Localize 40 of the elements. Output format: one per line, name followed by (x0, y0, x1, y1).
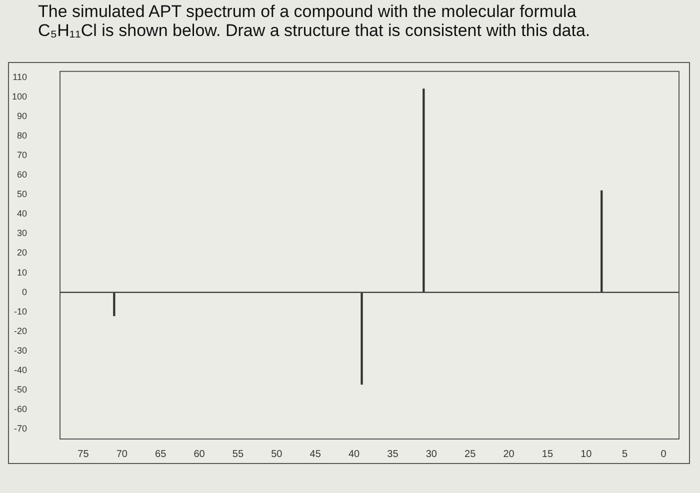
x-tick-label: 70 (116, 448, 128, 460)
x-tick-label: 15 (542, 448, 554, 460)
y-tick-label: -40 (14, 365, 28, 376)
y-tick-label: -70 (14, 424, 28, 434)
x-tick-label: 10 (580, 448, 592, 460)
x-tick-label: 75 (78, 448, 90, 460)
bar (600, 190, 603, 293)
y-tick-label: 60 (17, 170, 28, 180)
x-tick-label: 60 (194, 448, 206, 460)
bar (360, 292, 363, 385)
chart-title: The simulated APT spectrum of a compound with the molecular formula C₅H₁₁Cl is shown below. Draw a structure that is consistent with this data. (38, 2, 592, 40)
y-tick-label: 100 (12, 91, 28, 102)
x-tick-label: 20 (503, 448, 515, 460)
x-tick-label: 0 (660, 448, 667, 460)
y-tick-label: 80 (17, 130, 28, 140)
x-tick-label: 30 (426, 448, 438, 460)
y-tick-label: 90 (17, 110, 28, 121)
y-tick-label: 110 (12, 72, 28, 82)
y-tick-label: 30 (17, 228, 28, 238)
y-tick-label: -20 (14, 326, 28, 336)
bar (113, 292, 116, 316)
x-tick-label: 40 (348, 448, 360, 460)
y-tick-label: 10 (17, 267, 28, 278)
x-tick-label: 5 (622, 448, 628, 460)
x-tick-label: 45 (310, 448, 322, 460)
y-tick-label: -50 (14, 384, 28, 395)
y-tick-label: 70 (17, 150, 28, 160)
y-tick-label: 40 (17, 208, 28, 219)
y-tick-label: 20 (17, 248, 28, 258)
x-tick-label: 55 (232, 448, 244, 460)
y-tick-label: 50 (17, 189, 28, 200)
x-tick-label: 25 (464, 448, 476, 460)
x-tick-label: 65 (155, 448, 167, 460)
x-tick-label: 35 (387, 448, 399, 460)
y-tick-label: 0 (22, 286, 28, 297)
x-tick-label: 50 (271, 448, 283, 460)
y-tick-label: -30 (14, 345, 28, 356)
bar (422, 88, 425, 293)
y-tick-label: -60 (14, 404, 28, 414)
y-tick-label: -10 (14, 306, 28, 316)
